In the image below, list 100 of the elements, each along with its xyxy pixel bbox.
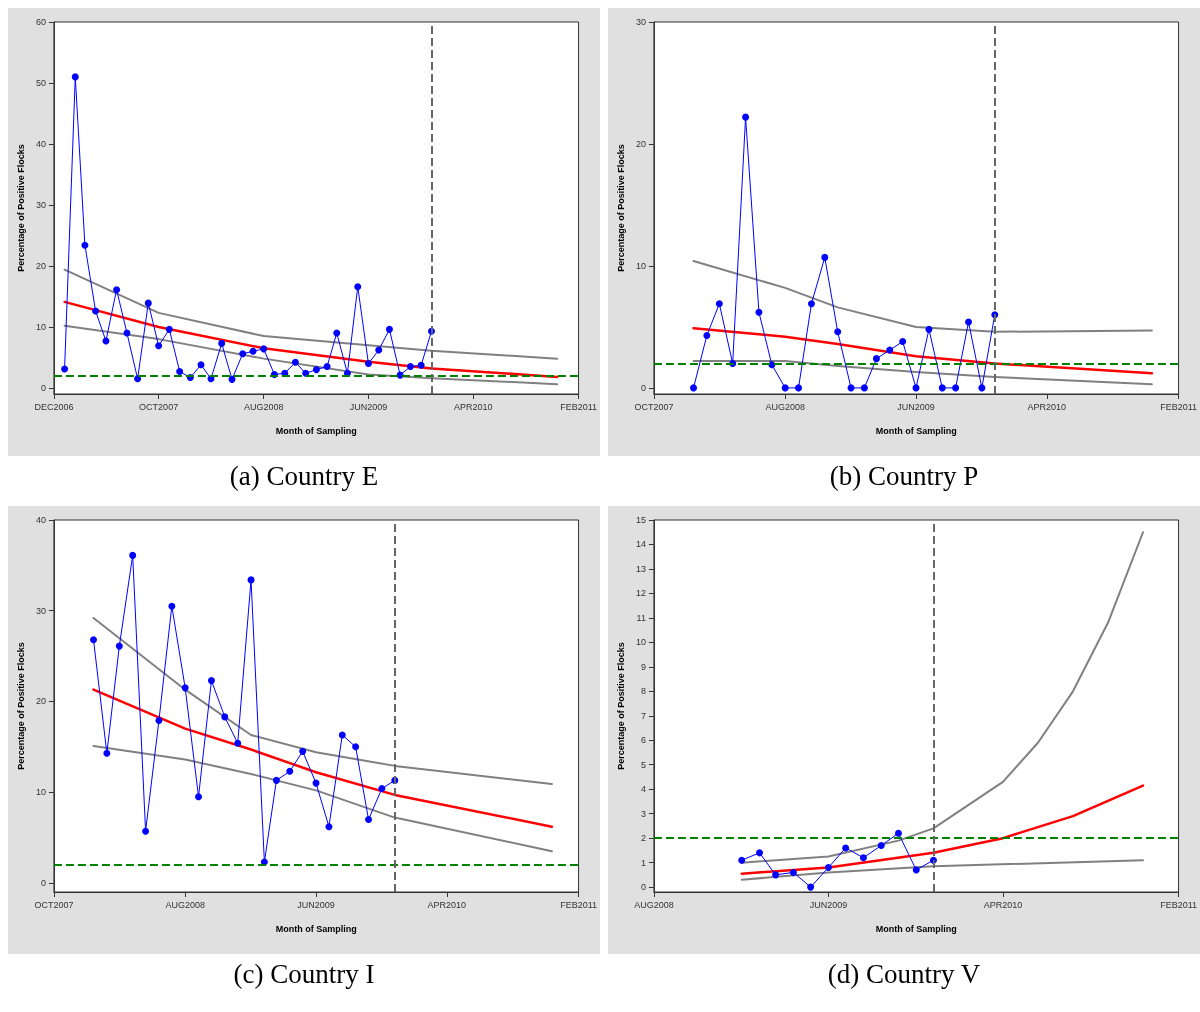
point	[375, 346, 383, 354]
point	[181, 684, 189, 692]
point	[260, 345, 268, 353]
x-axis-title: Month of Sampling	[875, 923, 957, 934]
y-tick-label: 0	[40, 877, 46, 888]
x-tick-label: JUN2009	[809, 899, 848, 910]
x-axis-title: Month of Sampling	[875, 425, 957, 436]
y-tick-label: 8	[640, 686, 646, 697]
y-tick-label: 0	[640, 382, 646, 393]
point	[239, 350, 247, 358]
point	[207, 677, 215, 685]
point	[325, 823, 333, 831]
y-tick-label: 11	[636, 612, 646, 623]
y-tick-label: 3	[640, 808, 646, 819]
point	[92, 307, 100, 315]
point	[249, 347, 257, 355]
point	[115, 642, 123, 650]
point	[899, 338, 907, 346]
line-series	[63, 268, 559, 360]
y-tick-label: 40	[35, 138, 46, 149]
point	[755, 308, 763, 316]
y-tick-label: 10	[635, 637, 646, 648]
y-tick-label: 60	[35, 17, 46, 27]
point	[61, 365, 69, 373]
point	[807, 883, 815, 891]
y-tick-label: 9	[640, 661, 646, 672]
x-tick-label: FEB2011	[560, 401, 597, 412]
point	[859, 854, 867, 862]
y-tick-label: 6	[640, 735, 646, 746]
point	[333, 329, 341, 337]
x-tick-label: FEB2011	[560, 899, 597, 910]
line-series	[92, 616, 553, 786]
point	[406, 363, 414, 371]
point	[978, 384, 986, 392]
y-tick-label: 40	[35, 515, 46, 525]
line-series	[740, 784, 1145, 875]
point	[134, 375, 142, 383]
text: (c) Country I	[232, 958, 376, 991]
x-axis-title: Month of Sampling	[275, 425, 357, 436]
point	[144, 299, 152, 307]
point	[221, 713, 229, 721]
x-tick-label: APR2010	[453, 401, 493, 412]
x-tick-label: JUN2009	[897, 401, 935, 412]
y-tick-label: 13	[635, 563, 646, 574]
point	[772, 871, 780, 879]
point	[795, 384, 803, 392]
y-tick-label: 5	[640, 759, 646, 770]
point	[302, 369, 310, 377]
point	[352, 743, 360, 751]
point	[912, 866, 920, 874]
y-tick-label: 50	[35, 77, 46, 88]
x-tick-label: AUG2008	[765, 401, 805, 412]
point	[834, 328, 842, 336]
point	[877, 842, 885, 849]
x-tick-label: JUN2009	[297, 899, 335, 910]
x-axis-title: Month of Sampling	[275, 923, 357, 934]
point	[938, 384, 946, 392]
point	[81, 241, 89, 249]
point	[860, 384, 868, 392]
line-series	[740, 531, 1144, 864]
point	[129, 551, 137, 559]
point	[886, 346, 894, 354]
point	[90, 636, 98, 644]
y-tick-label: 2	[640, 833, 646, 844]
point	[142, 827, 150, 835]
y-axis-title: Percentage of Positive Flocks	[615, 144, 626, 272]
line-series	[692, 326, 1154, 375]
y-tick-label: 12	[635, 588, 646, 599]
y-tick-label: 0	[40, 382, 46, 393]
point	[738, 856, 746, 864]
point	[824, 864, 832, 872]
line-series	[63, 324, 559, 386]
point	[197, 361, 205, 369]
point	[71, 73, 79, 81]
point	[378, 785, 386, 793]
y-tick-label: 20	[635, 138, 646, 149]
point	[291, 358, 299, 366]
text: (a) Country E	[228, 460, 380, 493]
point	[364, 360, 372, 368]
point	[195, 793, 203, 801]
point	[155, 342, 163, 350]
y-tick-label: 1	[640, 857, 646, 868]
y-tick-label: 15	[635, 515, 646, 525]
point	[365, 815, 373, 823]
point	[272, 776, 280, 784]
y-tick-label: 20	[35, 260, 46, 271]
point	[894, 829, 902, 837]
y-tick-label: 10	[35, 321, 46, 332]
point	[155, 717, 163, 725]
line-series	[692, 260, 1153, 333]
point	[338, 731, 346, 739]
line-series	[92, 688, 554, 828]
y-tick-label: 4	[640, 784, 646, 795]
x-tick-label: APR2010	[983, 899, 1023, 910]
x-tick-label: JUN2009	[349, 401, 388, 412]
y-tick-label: 30	[35, 199, 46, 210]
line-series	[740, 859, 1144, 881]
y-tick-label: 10	[35, 787, 46, 798]
point	[690, 384, 698, 392]
point	[228, 375, 236, 383]
